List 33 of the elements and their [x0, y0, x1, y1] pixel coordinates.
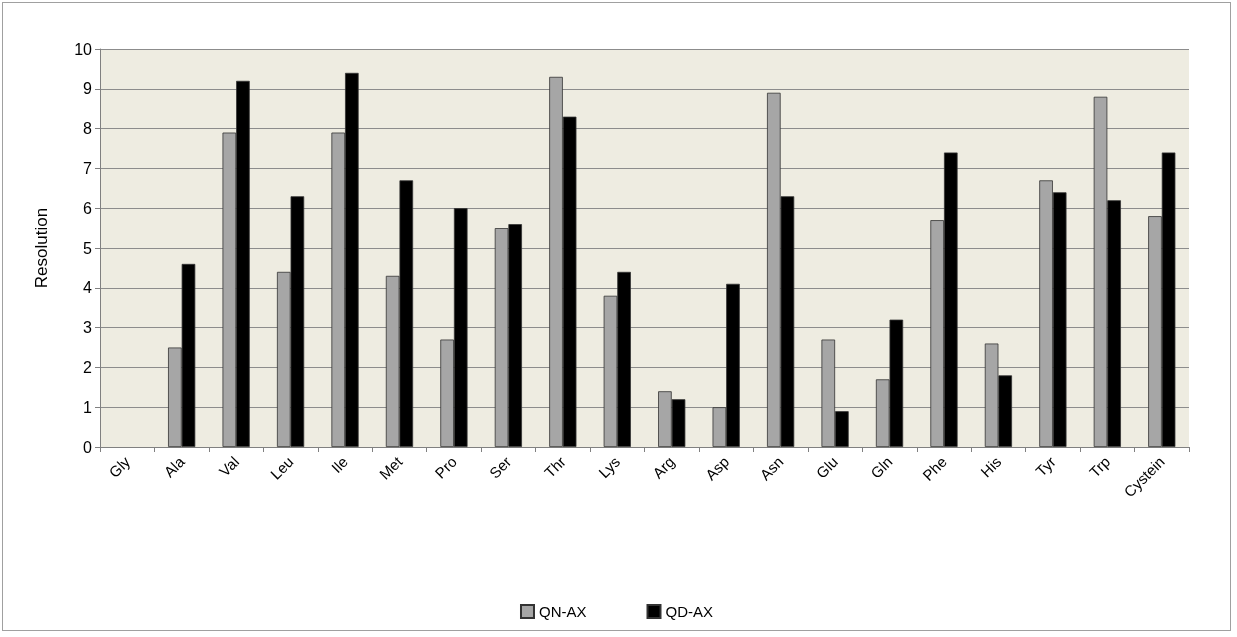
x-tick-label: Thr	[540, 452, 569, 481]
x-tick-label: Ile	[327, 452, 352, 477]
x-tick-label: Met	[375, 452, 407, 483]
legend-label: QD-AX	[665, 603, 714, 620]
x-tick-label: Arg	[649, 452, 678, 482]
x-tick-label: His	[977, 452, 1005, 481]
y-tick-label: 0	[83, 438, 93, 456]
y-tick-label: 3	[83, 319, 93, 337]
x-tick-label: Asp	[701, 452, 733, 484]
x-tick-label: Glu	[812, 452, 842, 482]
x-tick-label: Pro	[431, 452, 460, 482]
y-tick-label: 9	[83, 80, 93, 98]
y-tick-label: 7	[83, 159, 93, 177]
x-tick-label: Ala	[160, 452, 189, 481]
x-tick-label: Trp	[1085, 452, 1114, 481]
legend-label: QN-AX	[539, 603, 587, 620]
x-tick-label: Ser	[485, 452, 515, 482]
x-tick-label: Tyr	[1032, 452, 1059, 480]
x-tick-label: Asn	[756, 452, 787, 484]
y-tick-label: 2	[83, 358, 93, 376]
x-tick-label: Gly	[105, 452, 134, 481]
y-tick-label: 6	[83, 199, 93, 217]
x-tick-label: Phe	[919, 452, 950, 484]
y-axis-title: Resolution	[32, 207, 51, 289]
x-tick-label: Val	[215, 452, 243, 480]
x-tick-label: Leu	[266, 452, 297, 483]
y-tick-label: 4	[83, 279, 93, 297]
y-tick-label: 8	[83, 120, 93, 138]
x-tick-label: Lys	[595, 452, 624, 482]
y-tick-label: 5	[83, 239, 93, 257]
x-tick-label: Gln	[867, 452, 896, 482]
y-tick-label: 10	[74, 40, 93, 58]
y-tick-label: 1	[83, 398, 93, 416]
